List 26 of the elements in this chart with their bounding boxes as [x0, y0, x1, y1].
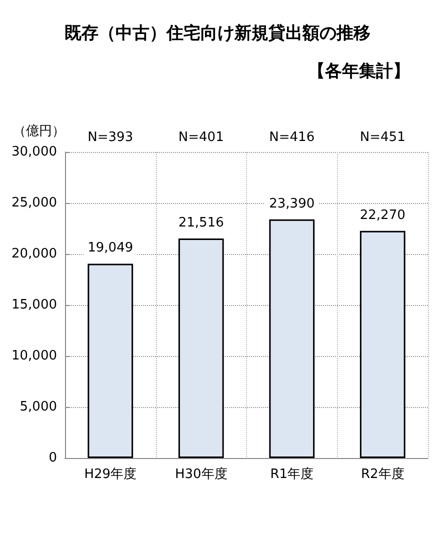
text: N=393 [88, 130, 134, 145]
text: N=416 [269, 130, 315, 145]
bar [178, 238, 224, 458]
y-tick-label: 25,000 [12, 196, 57, 210]
y-tick-label: 5,000 [20, 400, 57, 414]
chart-subtitle: 【各年集計】 [308, 62, 410, 82]
y-tick-label: 10,000 [12, 348, 57, 364]
text: N=451 [360, 130, 406, 145]
y-tick-label: 30,000 [12, 144, 57, 160]
data-label: 21,516 [178, 216, 224, 231]
y-tick-label: 0 [48, 450, 57, 466]
bar [360, 230, 406, 458]
x-tick-label: H29年度 [84, 466, 137, 482]
x-tick-label: R1年度 [270, 466, 314, 482]
x-tick-label: R2年度 [360, 466, 404, 482]
text: N=401 [178, 130, 224, 145]
x-tick-label: H30年度 [174, 466, 228, 482]
y-tick-label: 20,000 [12, 246, 57, 262]
y-tick-label: 15,000 [12, 298, 57, 312]
data-label: 19,049 [88, 240, 134, 256]
bar [269, 219, 315, 458]
bar [88, 264, 134, 458]
chart-title: 既存（中古）住宅向け新規貸出額の推移 [64, 24, 370, 44]
y-axis-title: （億円） [13, 124, 65, 139]
data-label: 23,390 [269, 196, 315, 212]
data-label: 22,270 [360, 208, 406, 223]
